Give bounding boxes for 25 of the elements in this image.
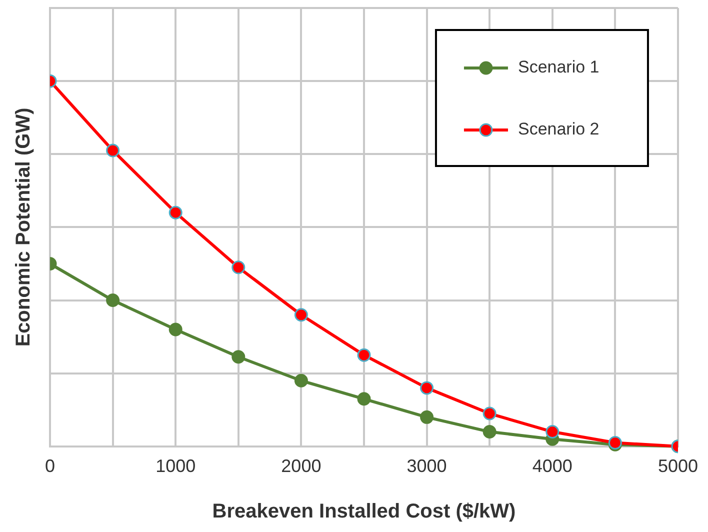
x-tick-label: 2000 [281,456,322,476]
point [232,260,246,274]
x-tick-label: 5000 [658,456,698,476]
point [357,348,371,362]
point [232,350,246,364]
x-tick-label: 4000 [532,456,572,476]
point [420,381,434,395]
legend-label: Scenario 2 [518,120,600,139]
x-tick-label: 1000 [156,456,196,476]
x-axis-title: Breakeven Installed Cost ($/kW) [212,500,516,523]
point [106,144,120,158]
point [546,425,560,439]
point [168,322,182,336]
point [482,425,496,439]
x-tick-label: 0 [44,456,56,476]
point [357,392,371,406]
point [420,410,434,424]
y-axis-title: Economic Potential (GW) [12,108,35,347]
point [106,294,120,308]
legend-label: Scenario 1 [518,58,600,77]
x-tick-label: 3000 [406,456,447,476]
point [294,308,308,322]
point [482,406,496,420]
point [294,374,308,388]
point [168,206,182,220]
